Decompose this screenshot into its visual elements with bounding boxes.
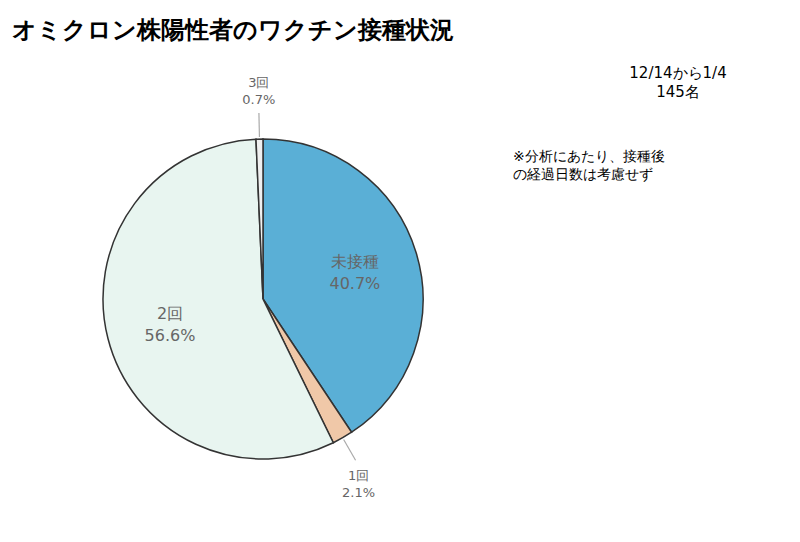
svg-text:1回2.1%: 1回2.1%: [342, 468, 375, 500]
svg-text:未接種40.7%: 未接種40.7%: [329, 252, 380, 293]
html-text:オミクロン株陽性者のワクチン接種状況: オミクロン株陽性者のワクチン接種状況: [12, 16, 454, 44]
svg-text:2回56.6%: 2回56.6%: [145, 304, 196, 345]
html-text:12/14から1/4 145名: 12/14から1/4 145名: [629, 64, 727, 101]
svg-text:3回0.7%: 3回0.7%: [242, 75, 275, 107]
html-text:※分析にあたり、接種後 の経過日数は考慮せず: ※分析にあたり、接種後 の経過日数は考慮せず: [513, 148, 665, 182]
